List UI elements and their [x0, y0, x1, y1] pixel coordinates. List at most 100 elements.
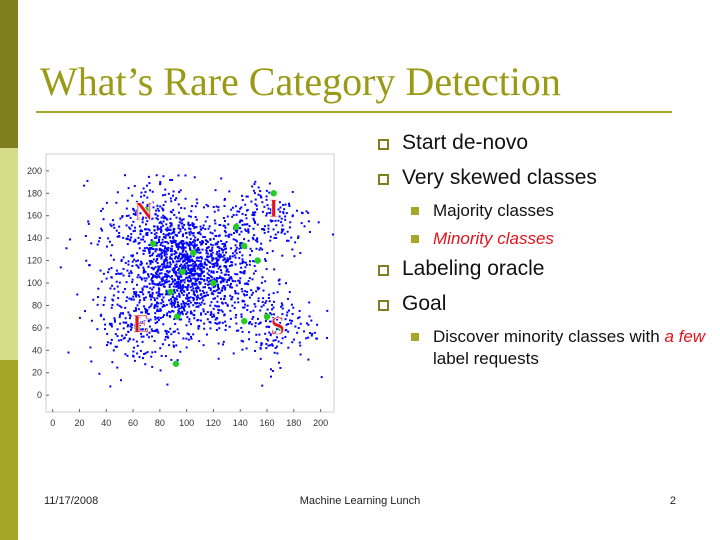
data-point [262, 297, 265, 300]
data-point [212, 307, 215, 310]
data-point [113, 317, 116, 320]
data-point [180, 206, 183, 209]
data-point [200, 260, 203, 263]
data-point [178, 246, 181, 249]
data-point [277, 208, 280, 211]
data-point [187, 303, 190, 306]
data-point [144, 352, 147, 355]
data-point [145, 316, 148, 319]
data-point [180, 253, 183, 256]
data-point [228, 325, 231, 328]
data-point [221, 289, 224, 292]
data-point [156, 308, 159, 311]
data-point [189, 230, 192, 233]
data-point [210, 279, 213, 282]
data-point [239, 227, 242, 230]
data-point [131, 281, 134, 284]
data-point [218, 234, 221, 237]
data-point [241, 260, 244, 263]
data-point [133, 292, 136, 295]
data-point [239, 270, 242, 273]
data-point [149, 248, 152, 251]
data-point [252, 309, 255, 312]
data-point [220, 271, 223, 274]
data-point [212, 313, 215, 316]
data-point [209, 265, 212, 268]
data-point [149, 254, 152, 257]
data-point [173, 290, 176, 293]
data-point [185, 272, 188, 275]
data-point [271, 369, 274, 372]
data-point [227, 234, 230, 237]
data-point [252, 227, 255, 230]
data-point [140, 260, 143, 263]
data-point [256, 238, 259, 241]
data-point [138, 328, 141, 331]
data-point [87, 220, 90, 223]
data-point [265, 214, 268, 217]
data-point [111, 361, 114, 364]
data-point [245, 293, 248, 296]
data-point [142, 357, 145, 360]
data-point [134, 229, 137, 232]
slide-title: What’s Rare Category Detection [40, 59, 561, 104]
data-point [188, 233, 191, 236]
data-point [189, 310, 192, 313]
data-point [190, 278, 193, 281]
data-point [158, 287, 161, 290]
data-point [184, 266, 187, 269]
data-point [175, 243, 178, 246]
data-point [164, 240, 167, 243]
data-point [163, 250, 166, 253]
data-point [187, 296, 190, 299]
data-point [116, 335, 119, 338]
data-point [206, 216, 209, 219]
data-point [132, 208, 135, 211]
data-point [193, 268, 196, 271]
data-point [172, 310, 175, 313]
data-point [162, 233, 165, 236]
data-point [226, 257, 229, 260]
data-point [191, 222, 194, 225]
data-point [267, 339, 270, 342]
data-point [211, 251, 214, 254]
data-point [224, 248, 227, 251]
data-point [160, 248, 163, 251]
data-point [96, 243, 99, 246]
data-point [212, 286, 215, 289]
data-point [170, 250, 173, 253]
data-point [120, 272, 123, 275]
data-point [235, 213, 238, 216]
data-point [170, 283, 173, 286]
data-point [231, 252, 234, 255]
data-point [234, 205, 237, 208]
data-point [115, 201, 118, 204]
data-point [230, 247, 233, 250]
data-point [215, 257, 218, 260]
data-point [207, 280, 210, 283]
data-point [126, 354, 129, 357]
data-point [141, 328, 144, 331]
data-point [325, 336, 328, 339]
data-point [282, 204, 285, 207]
data-point [305, 322, 308, 325]
data-point [169, 257, 172, 260]
data-point [209, 304, 212, 307]
data-point [150, 273, 153, 276]
data-point [295, 209, 298, 212]
data-point [213, 277, 216, 280]
data-point [212, 293, 215, 296]
data-point [218, 305, 221, 308]
data-point [148, 325, 151, 328]
data-point [278, 278, 281, 281]
data-point [300, 222, 303, 225]
data-point [167, 336, 170, 339]
data-point [158, 272, 161, 275]
data-point [65, 247, 68, 250]
data-point [87, 222, 90, 225]
data-point [151, 280, 154, 283]
data-point [155, 258, 158, 261]
data-point [269, 344, 272, 347]
data-point [130, 298, 133, 301]
data-point [189, 272, 192, 275]
